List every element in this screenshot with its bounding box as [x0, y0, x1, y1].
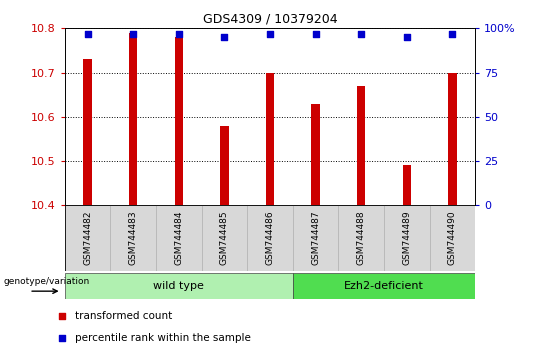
Title: GDS4309 / 10379204: GDS4309 / 10379204 [202, 13, 338, 26]
Text: GSM744490: GSM744490 [448, 211, 457, 265]
Point [58, 314, 67, 319]
Text: genotype/variation: genotype/variation [3, 278, 90, 286]
Text: percentile rank within the sample: percentile rank within the sample [75, 332, 251, 343]
Point [311, 31, 320, 36]
Point [266, 31, 274, 36]
Text: Ezh2-deficient: Ezh2-deficient [344, 281, 424, 291]
Point [129, 31, 138, 36]
Bar [266, 73, 274, 205]
Bar [175, 37, 183, 205]
Text: GSM744485: GSM744485 [220, 211, 229, 265]
Text: GSM744482: GSM744482 [83, 211, 92, 265]
Bar [110, 205, 156, 271]
Bar [430, 205, 475, 271]
Text: GSM744484: GSM744484 [174, 211, 183, 265]
Bar [156, 205, 201, 271]
Point [220, 34, 229, 40]
Bar [293, 273, 475, 299]
Bar [293, 205, 339, 271]
Bar [403, 165, 411, 205]
Point [357, 31, 366, 36]
Point [83, 31, 92, 36]
Bar [384, 205, 430, 271]
Bar [312, 103, 320, 205]
Bar [65, 205, 110, 271]
Text: GSM744488: GSM744488 [357, 211, 366, 265]
Point [402, 34, 411, 40]
Text: transformed count: transformed count [75, 311, 172, 321]
Point [58, 335, 67, 341]
Bar [65, 273, 293, 299]
Bar [339, 205, 384, 271]
Bar [357, 86, 365, 205]
Text: wild type: wild type [153, 281, 204, 291]
Point [174, 31, 183, 36]
Text: GSM744483: GSM744483 [129, 211, 138, 265]
Text: GSM744486: GSM744486 [266, 211, 274, 265]
Bar [84, 59, 92, 205]
Text: GSM744487: GSM744487 [311, 211, 320, 265]
Bar [201, 205, 247, 271]
Bar [129, 33, 137, 205]
Point [448, 31, 457, 36]
Bar [448, 73, 456, 205]
Bar [220, 126, 228, 205]
Bar [247, 205, 293, 271]
Text: GSM744489: GSM744489 [402, 211, 411, 265]
